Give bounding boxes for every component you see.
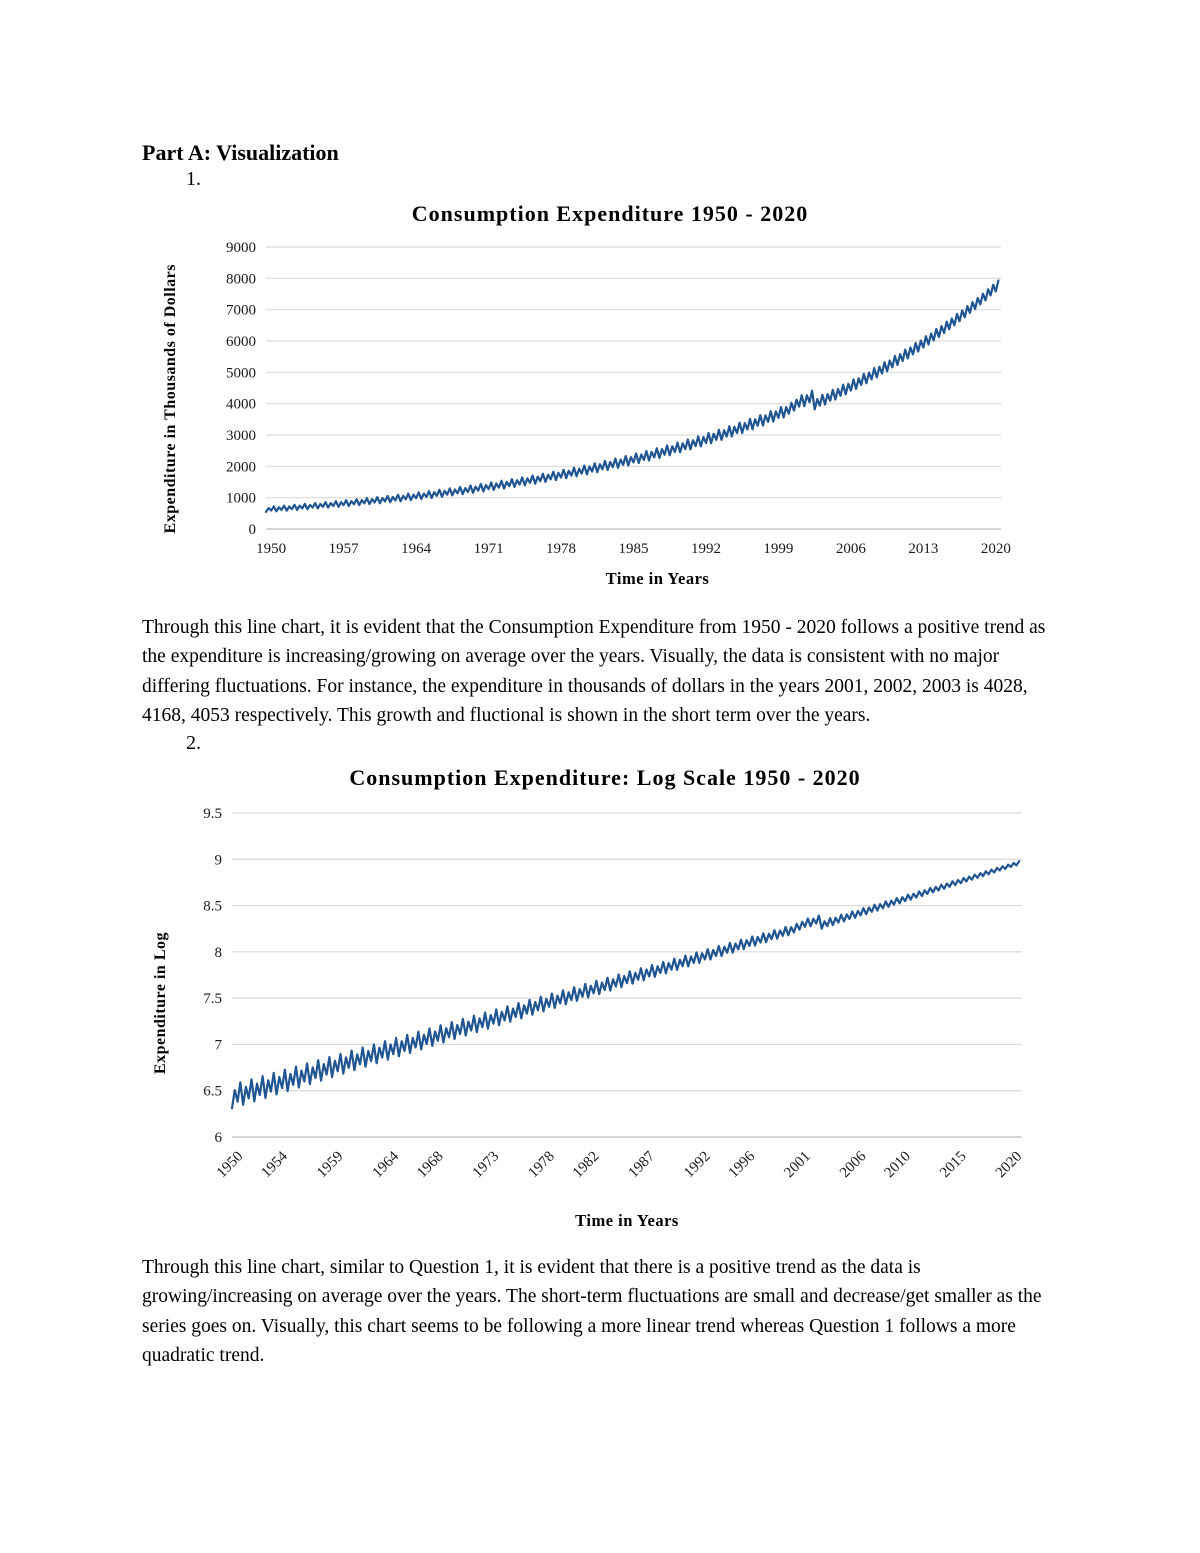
svg-text:1992: 1992	[691, 541, 721, 557]
chart-2: Consumption Expenditure: Log Scale 1950 …	[152, 765, 1058, 1231]
chart-1: Consumption Expenditure 1950 - 2020 Expe…	[162, 201, 1058, 589]
svg-text:1971: 1971	[474, 541, 504, 557]
svg-text:2000: 2000	[226, 459, 256, 475]
chart-2-title: Consumption Expenditure: Log Scale 1950 …	[349, 765, 861, 790]
svg-text:2020: 2020	[981, 541, 1011, 557]
svg-text:2015: 2015	[937, 1149, 970, 1182]
svg-text:7000: 7000	[226, 303, 256, 319]
chart-1-plot: 0 1000 2000 3000 4000 5000 6000 7000 8000 9000 195…	[226, 240, 1011, 557]
svg-text:2013: 2013	[908, 541, 938, 557]
svg-text:1964: 1964	[401, 541, 432, 557]
svg-text:2006: 2006	[837, 1148, 870, 1181]
paragraph-2: Through this line chart, similar to Ques…	[142, 1257, 1042, 1366]
svg-text:1985: 1985	[619, 541, 649, 557]
section-heading: Part A: Visualization	[142, 140, 339, 165]
svg-text:9.5: 9.5	[203, 806, 222, 822]
list-item-2-number: 2.	[186, 732, 201, 754]
svg-text:8: 8	[214, 945, 222, 961]
svg-text:8000: 8000	[226, 271, 256, 287]
chart-2-body: Expenditure in Log 6 6.5 7 7.5 8 8.5 9 9.5 1950 1…	[152, 797, 1058, 1209]
chart-1-title: Consumption Expenditure 1950 - 2020	[411, 201, 809, 226]
svg-text:1950: 1950	[256, 541, 286, 557]
svg-text:1000: 1000	[226, 491, 256, 507]
chart-2-plot: 6 6.5 7 7.5 8 8.5 9 9.5 1950 1954 1959 1964 1968 1973…	[203, 806, 1026, 1182]
svg-text:1978: 1978	[525, 1149, 558, 1182]
svg-text:1978: 1978	[546, 541, 576, 557]
svg-text:6000: 6000	[226, 334, 256, 350]
svg-text:2006: 2006	[836, 541, 867, 557]
paragraph-1: Through this line chart, it is evident t…	[142, 617, 1046, 726]
svg-text:6.5: 6.5	[203, 1084, 222, 1100]
svg-text:2010: 2010	[881, 1149, 914, 1182]
chart-1-x-axis-title: Time in Years	[605, 569, 710, 588]
svg-text:1964: 1964	[369, 1148, 402, 1181]
svg-text:6: 6	[214, 1130, 222, 1146]
chart-1-y-axis-title: Expenditure in Thousands of Dollars	[162, 264, 179, 534]
svg-text:7.5: 7.5	[203, 991, 222, 1007]
svg-text:1987: 1987	[625, 1148, 658, 1181]
svg-text:1959: 1959	[314, 1149, 347, 1182]
svg-text:9000: 9000	[226, 240, 256, 256]
svg-text:1968: 1968	[414, 1149, 447, 1182]
svg-text:7: 7	[214, 1037, 222, 1053]
svg-text:0: 0	[249, 522, 257, 538]
chart-2-x-axis-title: Time in Years	[575, 1211, 679, 1230]
chart-2-y-axis-title: Expenditure in Log	[152, 931, 169, 1075]
svg-text:8.5: 8.5	[203, 899, 222, 915]
svg-text:1973: 1973	[470, 1149, 503, 1182]
chart-1-body: Expenditure in Thousands of Dollars 0 100…	[162, 233, 1058, 565]
svg-text:4000: 4000	[226, 397, 256, 413]
svg-text:2020: 2020	[993, 1149, 1026, 1182]
svg-text:1996: 1996	[725, 1148, 758, 1181]
list-item-1-number: 1.	[186, 168, 201, 190]
svg-text:1982: 1982	[570, 1149, 603, 1182]
svg-text:3000: 3000	[226, 428, 256, 444]
svg-text:1957: 1957	[329, 541, 360, 557]
svg-text:1992: 1992	[681, 1149, 714, 1182]
svg-text:1954: 1954	[258, 1148, 291, 1181]
svg-text:2001: 2001	[781, 1149, 814, 1182]
svg-text:1999: 1999	[763, 541, 793, 557]
svg-text:9: 9	[214, 852, 222, 868]
svg-text:5000: 5000	[226, 365, 256, 381]
svg-text:1950: 1950	[214, 1149, 247, 1182]
